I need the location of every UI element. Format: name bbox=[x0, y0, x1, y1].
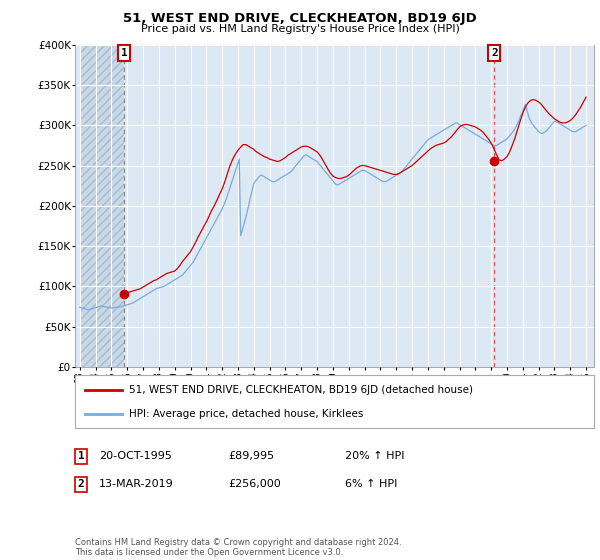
Bar bbox=[80, 45, 124, 367]
Text: £89,995: £89,995 bbox=[228, 451, 274, 461]
Text: £256,000: £256,000 bbox=[228, 479, 281, 489]
Text: 1: 1 bbox=[77, 451, 85, 461]
Text: 2: 2 bbox=[77, 479, 85, 489]
Text: HPI: Average price, detached house, Kirklees: HPI: Average price, detached house, Kirk… bbox=[130, 408, 364, 418]
Text: 2: 2 bbox=[491, 48, 497, 58]
Text: Contains HM Land Registry data © Crown copyright and database right 2024.
This d: Contains HM Land Registry data © Crown c… bbox=[75, 538, 401, 557]
Text: 20% ↑ HPI: 20% ↑ HPI bbox=[345, 451, 404, 461]
Text: 20-OCT-1995: 20-OCT-1995 bbox=[99, 451, 172, 461]
Text: 1: 1 bbox=[121, 48, 127, 58]
Text: 6% ↑ HPI: 6% ↑ HPI bbox=[345, 479, 397, 489]
Text: 51, WEST END DRIVE, CLECKHEATON, BD19 6JD: 51, WEST END DRIVE, CLECKHEATON, BD19 6J… bbox=[123, 12, 477, 25]
Text: 13-MAR-2019: 13-MAR-2019 bbox=[99, 479, 174, 489]
Text: Price paid vs. HM Land Registry's House Price Index (HPI): Price paid vs. HM Land Registry's House … bbox=[140, 24, 460, 34]
Text: 51, WEST END DRIVE, CLECKHEATON, BD19 6JD (detached house): 51, WEST END DRIVE, CLECKHEATON, BD19 6J… bbox=[130, 385, 473, 395]
